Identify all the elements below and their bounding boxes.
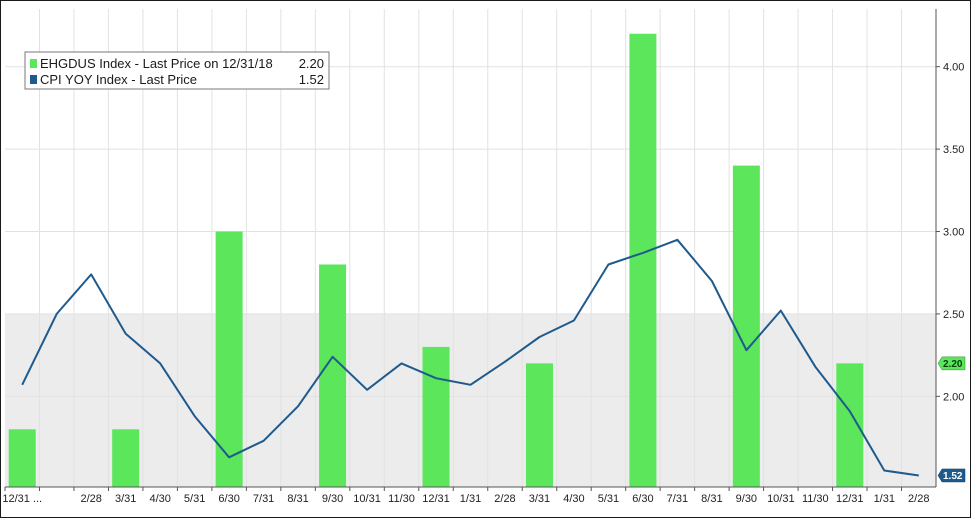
y-tick-label: 3.50 [943, 144, 964, 156]
x-tick-label: 12/31 [836, 493, 864, 505]
x-tick-label: 11/30 [388, 493, 415, 505]
x-tick-label: 5/31 [598, 493, 619, 505]
legend-box [24, 51, 330, 90]
x-tick-label: 2/28 [494, 493, 515, 505]
x-tick-label: 9/30 [736, 493, 757, 505]
x-tick-label: 12/31 ... [2, 493, 42, 505]
bar-ehgdus [8, 429, 36, 487]
bar-ehgdus [525, 363, 553, 487]
bar-ehgdus [215, 231, 243, 487]
legend-value: 2.20 [299, 56, 324, 71]
legend-value: 1.52 [299, 72, 324, 87]
x-tick-label: 11/30 [802, 493, 829, 505]
bar-ehgdus [422, 346, 450, 487]
legend-label: CPI YOY Index - Last Price [40, 72, 197, 87]
x-tick-label: 5/31 [184, 493, 205, 505]
bar-ehgdus [732, 165, 760, 487]
x-tick-label: 2/28 [80, 493, 101, 505]
x-tick-label: 4/30 [563, 493, 584, 505]
shaded-band [5, 313, 936, 487]
x-tick-label: 6/30 [218, 493, 239, 505]
x-tick-label: 7/31 [253, 493, 274, 505]
last-value-tag-cpi-shape [937, 468, 966, 483]
bar-ehgdus [836, 363, 864, 487]
x-tick-label: 1/31 [874, 493, 895, 505]
y-tick-label: 4.00 [943, 62, 964, 74]
x-tick-label: 9/30 [322, 493, 343, 505]
x-tick-label: 12/31 [422, 493, 450, 505]
bar-ehgdus [319, 264, 347, 487]
x-tick-label: 2/28 [908, 493, 929, 505]
x-tick-label: 8/31 [701, 493, 722, 505]
x-tick-label: 10/31 [353, 493, 381, 505]
last-value-tag-cpi-text: 1.52 [943, 471, 963, 482]
x-tick-label: 6/30 [632, 493, 653, 505]
last-value-tag-ehgdus-text: 2.20 [943, 359, 963, 370]
legend-swatch [30, 59, 37, 68]
x-tick-label: 3/31 [115, 493, 136, 505]
last-value-tag-ehgdus-shape [937, 356, 966, 371]
bar-ehgdus [112, 429, 140, 487]
line-cpi-yoy [21, 238, 919, 477]
x-tick-label: 3/31 [529, 493, 550, 505]
legend-label: EHGDUS Index - Last Price on 12/31/18 [40, 56, 273, 71]
y-tick-label: 2.00 [943, 391, 964, 403]
x-tick-label: 1/31 [460, 493, 481, 505]
y-tick-label: 2.50 [943, 309, 964, 321]
x-tick-label: 10/31 [767, 493, 795, 505]
legend-swatch [30, 75, 37, 84]
x-tick-label: 8/31 [287, 493, 308, 505]
y-tick-label: 3.00 [943, 227, 964, 239]
x-tick-label: 4/30 [149, 493, 170, 505]
bar-ehgdus [629, 33, 657, 488]
x-tick-label: 7/31 [667, 493, 688, 505]
